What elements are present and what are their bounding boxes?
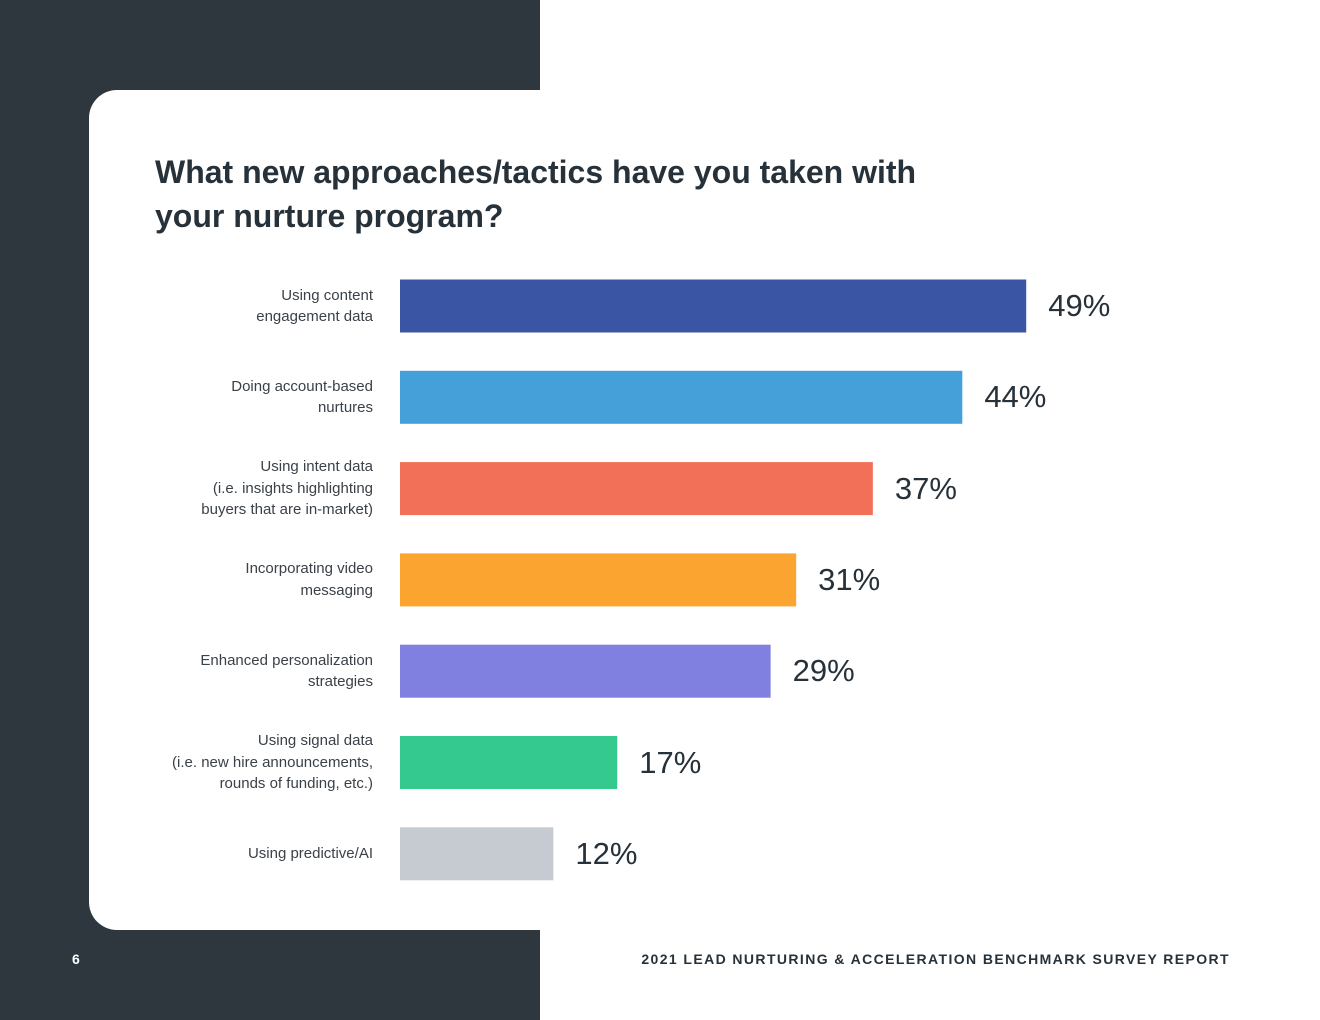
bar: [400, 644, 771, 698]
bar: [400, 553, 797, 607]
value-label: 17%: [639, 744, 702, 780]
value-label: 12%: [575, 835, 638, 871]
bar: [400, 736, 618, 789]
bar: [400, 279, 1027, 333]
value-label: 44%: [984, 379, 1047, 415]
bar: [400, 827, 554, 881]
category-label: Using signal data (i.e. new hire announc…: [172, 732, 373, 793]
category-label: Doing account-based nurtures: [231, 377, 373, 417]
value-label: 49%: [1048, 288, 1111, 323]
value-label: 31%: [818, 561, 881, 597]
chart-title: What new approaches/tactics have you tak…: [155, 154, 917, 234]
value-label: 29%: [792, 653, 855, 689]
category-label: Using intent data (i.e. insights highlig…: [201, 458, 373, 519]
category-label: Using predictive/AI: [247, 845, 373, 863]
value-label: 37%: [894, 470, 957, 506]
bar: [400, 370, 963, 424]
category-label: Enhanced personalization strategies: [200, 651, 373, 691]
bar: [400, 462, 873, 516]
category-label: Using content engagement data: [256, 286, 373, 326]
category-label: Incorporating video messaging: [245, 560, 373, 599]
page-number: 6: [72, 951, 80, 967]
report-title: 2021 LEAD NURTURING & ACCELERATION BENCH…: [641, 951, 1230, 967]
